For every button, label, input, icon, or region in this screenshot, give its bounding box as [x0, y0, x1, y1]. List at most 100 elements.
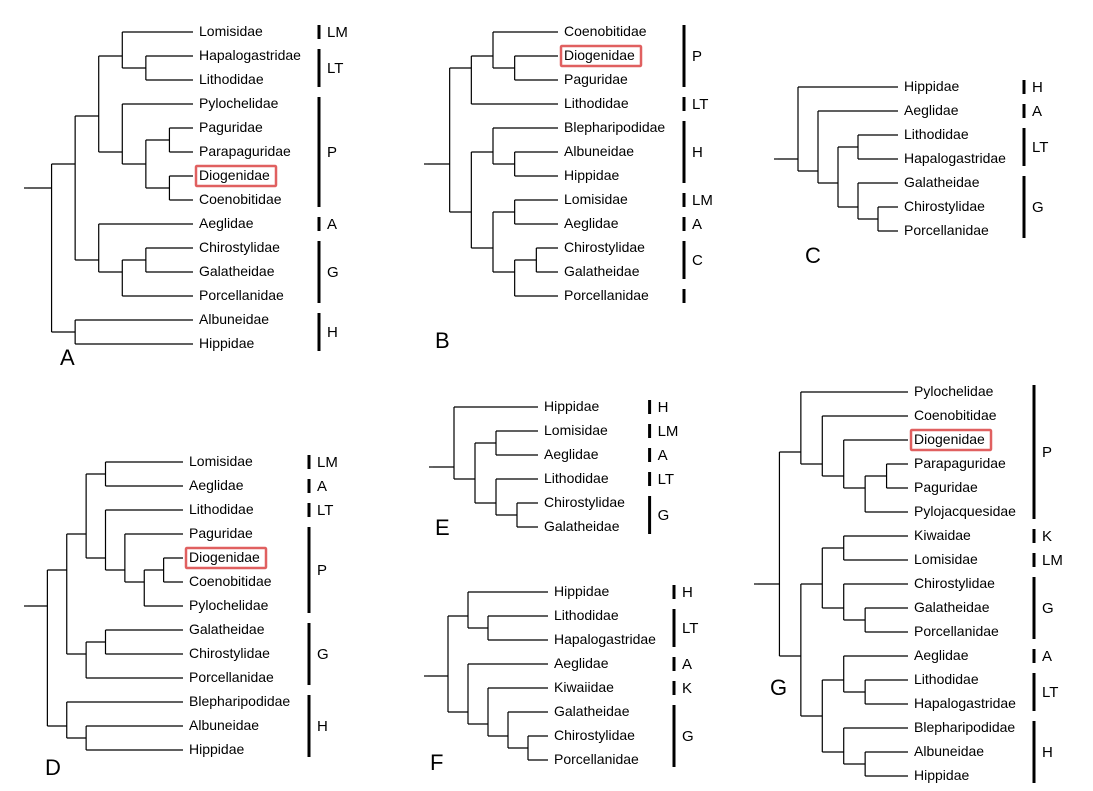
- taxon-label: Porcellanidae: [904, 222, 989, 238]
- panel-label: D: [45, 755, 61, 780]
- taxon-label: Lomisidae: [914, 551, 978, 567]
- taxon-label: Lomisidae: [189, 453, 253, 469]
- panel-label: B: [435, 328, 450, 353]
- taxon-label: Paguridae: [199, 119, 263, 135]
- taxon-label: Paguridae: [914, 479, 978, 495]
- taxon-label: Aeglidae: [914, 647, 969, 663]
- taxon-label: Diogenidae: [199, 167, 270, 183]
- group-label: G: [1042, 600, 1054, 617]
- taxon-label: Aeglidae: [199, 215, 254, 231]
- taxon-label: Albuneidae: [199, 311, 269, 327]
- panel-label: F: [430, 750, 443, 775]
- taxon-label: Coenobitidae: [199, 191, 282, 207]
- taxon-label: Hippidae: [564, 167, 619, 183]
- taxon-label: Hippidae: [554, 583, 609, 599]
- taxon-label: Albuneidae: [914, 743, 984, 759]
- taxon-label: Coenobitidae: [564, 23, 647, 39]
- taxon-label: Aeglidae: [564, 215, 619, 231]
- group-label: H: [692, 144, 703, 161]
- taxon-label: Hippidae: [199, 335, 254, 351]
- taxon-label: Porcellanidae: [564, 287, 649, 303]
- taxon-label: Lomisidae: [564, 191, 628, 207]
- taxon-label: Lithodidae: [914, 671, 979, 687]
- taxon-label: Pylojacquesidae: [914, 503, 1016, 519]
- taxon-label: Galatheidae: [544, 518, 620, 534]
- taxon-label: Galatheidae: [564, 263, 640, 279]
- taxon-label: Galatheidae: [904, 174, 980, 190]
- group-label: A: [1032, 103, 1042, 120]
- panel-G: PylochelidaeCoenobitidaeDiogenidaeParapa…: [754, 383, 1063, 783]
- taxon-label: Chirostylidae: [544, 494, 625, 510]
- group-label: LM: [317, 454, 338, 471]
- group-label: G: [317, 646, 329, 663]
- taxon-label: Pylochelidae: [189, 597, 269, 613]
- taxon-label: Lithodidae: [564, 95, 629, 111]
- taxon-label: Lithodidae: [199, 71, 264, 87]
- group-label: G: [682, 728, 694, 745]
- taxon-label: Hapalogastridae: [904, 150, 1006, 166]
- taxon-label: Lithodidae: [904, 126, 969, 142]
- taxon-label: Hippidae: [544, 398, 599, 414]
- group-label: A: [327, 216, 337, 233]
- taxon-label: Diogenidae: [914, 431, 985, 447]
- group-label: A: [317, 478, 327, 495]
- panel-label: C: [805, 243, 821, 268]
- panel-D: LomisidaeAeglidaeLithodidaePaguridaeDiog…: [24, 453, 338, 780]
- group-label: LM: [1042, 552, 1063, 569]
- group-label: A: [682, 656, 692, 673]
- group-label: LT: [327, 60, 343, 77]
- panel-label: A: [60, 345, 75, 370]
- panel-E: Hippidae Lomisidae Aeglidae Lithodidae Chiro…: [429, 398, 678, 540]
- taxon-label: Hapalogastridae: [554, 631, 656, 647]
- taxon-label: Pylochelidae: [199, 95, 279, 111]
- taxon-label: Porcellanidae: [554, 751, 639, 767]
- group-label: A: [658, 447, 668, 464]
- group-label: K: [682, 680, 692, 697]
- taxon-label: Diogenidae: [189, 549, 260, 565]
- panel-F: Hippidae Lithodidae Hapalogastridae Aeglida…: [424, 583, 698, 775]
- taxon-label: Lithodidae: [189, 501, 254, 517]
- phylogeny-figure: Lomisidae Hapalogastridae Lithodidae Pyloch…: [0, 0, 1093, 791]
- taxon-label: Hapalogastridae: [914, 695, 1016, 711]
- taxon-label: Paguridae: [564, 71, 628, 87]
- taxon-label: Galatheidae: [554, 703, 630, 719]
- taxon-label: Galatheidae: [914, 599, 990, 615]
- taxon-label: Chirostylidae: [564, 239, 645, 255]
- taxon-label: Lomisidae: [544, 422, 608, 438]
- group-label: P: [327, 144, 337, 161]
- taxon-label: Porcellanidae: [199, 287, 284, 303]
- taxon-label: Galatheidae: [199, 263, 275, 279]
- group-label: H: [1042, 744, 1053, 761]
- taxon-label: Blepharipodidae: [189, 693, 290, 709]
- taxon-label: Chirostylidae: [554, 727, 635, 743]
- taxon-label: Parapaguridae: [199, 143, 291, 159]
- taxon-label: Coenobitidae: [914, 407, 997, 423]
- taxon-label: Hippidae: [904, 78, 959, 94]
- group-label: P: [1042, 444, 1052, 461]
- group-label: LM: [327, 24, 348, 41]
- group-label: H: [1032, 79, 1043, 96]
- taxon-label: Lithodidae: [554, 607, 619, 623]
- taxon-label: Lithodidae: [544, 470, 609, 486]
- taxon-label: Lomisidae: [199, 23, 263, 39]
- taxon-label: Hippidae: [914, 767, 969, 783]
- taxon-label: Diogenidae: [564, 47, 635, 63]
- group-label: A: [692, 216, 702, 233]
- group-label: LT: [682, 620, 698, 637]
- panel-label: G: [770, 675, 787, 700]
- taxon-label: Porcellanidae: [189, 669, 274, 685]
- taxon-label: Pylochelidae: [914, 383, 994, 399]
- taxon-label: Paguridae: [189, 525, 253, 541]
- panel-label: E: [435, 515, 450, 540]
- taxon-label: Aeglidae: [544, 446, 599, 462]
- taxon-label: Chirostylidae: [904, 198, 985, 214]
- group-label: LT: [317, 502, 333, 519]
- panel-B: Coenobitidae Diogenidae Paguridae Lithodida…: [424, 23, 713, 353]
- taxon-label: Kiwaidae: [914, 527, 971, 543]
- taxon-label: Porcellanidae: [914, 623, 999, 639]
- group-label: P: [317, 562, 327, 579]
- group-label: LT: [692, 96, 708, 113]
- taxon-label: Chirostylidae: [199, 239, 280, 255]
- taxon-label: Aeglidae: [554, 655, 609, 671]
- group-label: LT: [1042, 684, 1058, 701]
